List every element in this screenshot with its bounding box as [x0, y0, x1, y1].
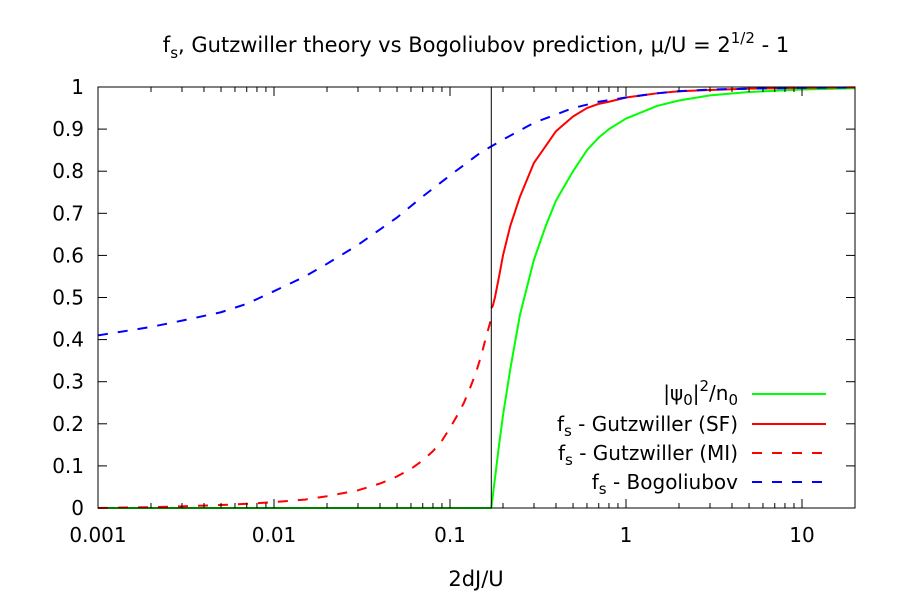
y-tick-label: 0 — [71, 496, 84, 520]
legend-entry-gutzwiller-sf: fs - Gutzwiller (SF) — [557, 412, 826, 440]
x-tick-label: 0.001 — [69, 523, 126, 547]
chart-title-part3: - 1 — [755, 33, 789, 57]
series-line-gutzwiller-sf — [490, 86, 856, 309]
legend-label-gutzwiller-mi: fs - Gutzwiller (MI) — [558, 441, 738, 469]
x-tick-label: 0.01 — [252, 523, 297, 547]
y-tick-label: 0.6 — [52, 243, 84, 267]
x-axis-label: 2dJ/U — [448, 567, 503, 591]
legend-label-bogoliubov: fs - Bogoliubov — [592, 470, 738, 498]
chart-title-part2-sup: 1/2 — [731, 29, 755, 47]
x-tick-label: 0.1 — [434, 523, 466, 547]
chart-title-part1: f — [163, 33, 171, 57]
y-tick-label: 0.2 — [52, 412, 84, 436]
series-layer — [97, 86, 856, 509]
legend-entry-psi: |ψ0|2/n0 — [663, 377, 826, 409]
plot-frame — [97, 86, 856, 509]
y-tick-label: 1 — [71, 75, 84, 99]
legend-label-psi: |ψ0|2/n0 — [663, 377, 738, 409]
legend-label-gutzwiller-sf: fs - Gutzwiller (SF) — [557, 412, 738, 440]
legend-entry-gutzwiller-mi: fs - Gutzwiller (MI) — [558, 441, 826, 469]
x-tick-label: 10 — [789, 523, 814, 547]
tick-layer: 0 0.1 0.2 0.3 0.4 0.5 0.6 0.7 0.8 0.9 1 0.001 0.01 0.… — [52, 75, 855, 547]
y-tick-label: 0.1 — [52, 454, 84, 478]
x-tick-label: 1 — [620, 523, 633, 547]
series-line-bogoliubov — [97, 86, 856, 337]
y-tick-label: 0.9 — [52, 117, 84, 141]
y-tick-label: 0.5 — [52, 286, 84, 310]
chart-title-part1-sub: s — [170, 44, 178, 62]
y-tick-label: 0.8 — [52, 159, 84, 183]
y-tick-label: 0.4 — [52, 328, 84, 352]
series-line-gutzwiller-mi — [97, 318, 493, 509]
y-tick-label: 0.7 — [52, 201, 84, 225]
legend: |ψ0|2/n0 fs - Gutzwiller (SF) fs - Gutzw… — [557, 377, 826, 498]
y-tick-label: 0.3 — [52, 370, 84, 394]
series-line-psi — [98, 87, 856, 509]
chart-title: fs, Gutzwiller theory vs Bogoliubov pred… — [163, 29, 789, 62]
legend-entry-bogoliubov: fs - Bogoliubov — [592, 470, 826, 498]
chart-title-part2: , Gutzwiller theory vs Bogoliubov predic… — [178, 33, 731, 57]
